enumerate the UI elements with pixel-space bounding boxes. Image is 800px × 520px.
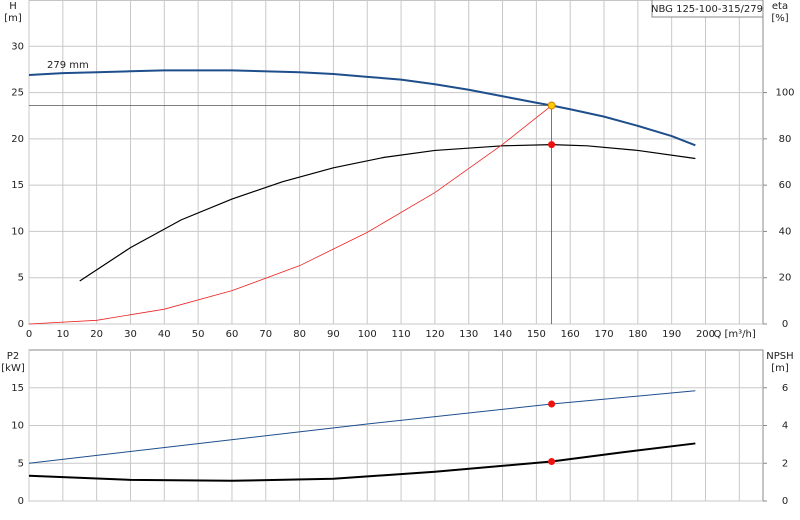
x-tick-label: 110	[392, 329, 411, 340]
curve	[28, 105, 552, 325]
x-tick-label: 20	[90, 329, 103, 340]
y-tick-label: 0	[18, 319, 24, 330]
x-tick-label: 200	[696, 329, 715, 340]
operating-point	[548, 458, 556, 466]
x-tick-label: 130	[459, 329, 478, 340]
x-axis-label: Q [m³/h]	[713, 329, 755, 340]
y2-tick-label: 2	[782, 458, 788, 469]
x-tick-label: 180	[628, 329, 647, 340]
y-tick-label: 20	[11, 134, 24, 145]
y-axis-unit: [kW]	[1, 363, 25, 374]
y-tick-label: 15	[11, 180, 24, 191]
x-tick-label: 70	[259, 329, 272, 340]
y-axis-unit: [m]	[4, 13, 22, 24]
y2-tick-label: 80	[779, 134, 792, 145]
chart-title: NBG 125-100-315/279	[651, 4, 763, 15]
curve	[28, 390, 696, 464]
x-tick-label: 140	[493, 329, 512, 340]
y-tick-label: 10	[11, 421, 24, 432]
y-tick-label: 5	[18, 458, 24, 469]
title-box	[651, 0, 764, 18]
x-tick-label: 0	[26, 329, 32, 340]
x-tick-label: 50	[192, 329, 205, 340]
y-tick-label: 0	[18, 496, 24, 507]
operating-point	[548, 141, 556, 149]
curve	[28, 69, 696, 147]
y2-tick-label: 40	[779, 226, 792, 237]
y2-tick-label: 0	[782, 496, 788, 507]
y2-tick-label: 6	[782, 383, 788, 394]
y2-tick-label: 20	[779, 273, 792, 284]
y-tick-label: 15	[11, 383, 24, 394]
x-tick-label: 100	[358, 329, 377, 340]
annotation: 279 mm	[47, 60, 89, 71]
x-tick-label: 160	[561, 329, 580, 340]
y-tick-label: 30	[11, 41, 24, 52]
x-tick-label: 40	[158, 329, 171, 340]
y-axis-label: P2	[7, 351, 19, 362]
x-tick-label: 90	[327, 329, 340, 340]
x-tick-label: 150	[527, 329, 546, 340]
x-tick-label: 190	[662, 329, 681, 340]
curve	[28, 442, 696, 482]
operating-point	[548, 400, 556, 408]
y2-tick-label: 0	[782, 319, 788, 330]
y2-tick-label: 4	[782, 421, 788, 432]
x-tick-label: 30	[124, 329, 137, 340]
x-tick-label: 60	[226, 329, 239, 340]
curve	[79, 144, 696, 282]
x-tick-label: 120	[425, 329, 444, 340]
y-axis-label: H	[9, 1, 17, 12]
y-tick-label: 10	[11, 226, 24, 237]
x-tick-label: 80	[293, 329, 306, 340]
y2-tick-label: 60	[779, 180, 792, 191]
y-tick-label: 25	[11, 88, 24, 99]
x-tick-label: 10	[56, 329, 69, 340]
y-tick-label: 5	[18, 273, 24, 284]
y2-axis-unit: [m]	[771, 363, 789, 374]
x-tick-label: 170	[594, 329, 613, 340]
plot-area	[28, 0, 764, 325]
y2-tick-label: 100	[775, 88, 794, 99]
y2-axis-label: NPSH	[766, 351, 793, 362]
y2-axis-label: eta	[772, 1, 788, 12]
y2-axis-unit: [%]	[771, 13, 788, 24]
operating-point	[547, 101, 556, 110]
